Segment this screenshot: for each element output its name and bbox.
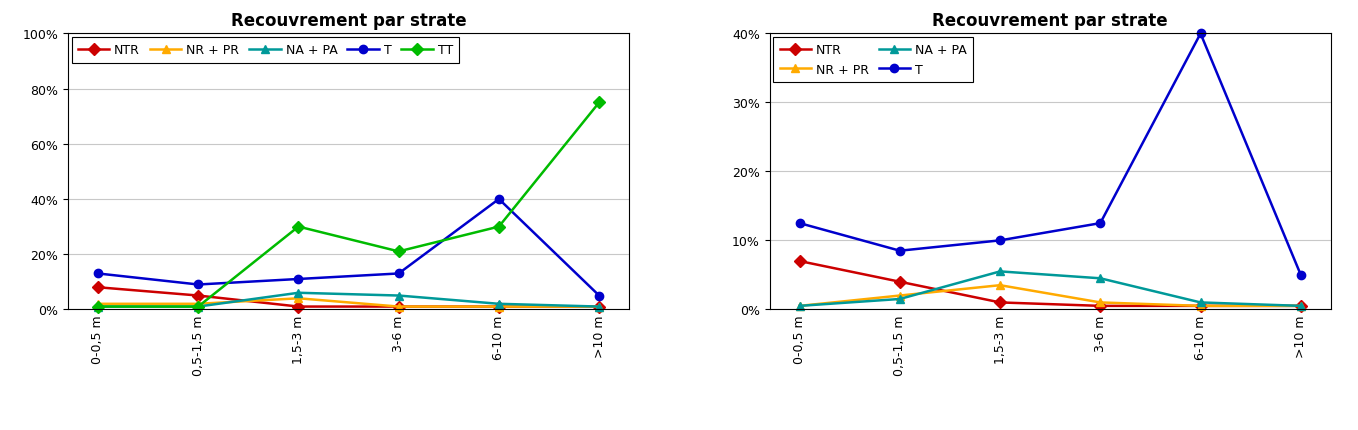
NR + PR bbox=[1092, 300, 1108, 305]
NR + PR bbox=[1293, 304, 1309, 309]
NTR bbox=[991, 300, 1008, 305]
Line: NTR: NTR bbox=[94, 283, 603, 311]
Line: TT: TT bbox=[94, 99, 603, 311]
Line: T: T bbox=[796, 30, 1305, 280]
NA + PA bbox=[991, 269, 1008, 274]
Title: Recouvrement par strate: Recouvrement par strate bbox=[933, 12, 1168, 30]
T bbox=[1192, 32, 1209, 37]
NTR bbox=[1092, 304, 1108, 309]
T bbox=[591, 293, 607, 298]
NR + PR bbox=[291, 296, 307, 301]
T bbox=[490, 197, 507, 202]
T bbox=[1293, 273, 1309, 278]
Line: NR + PR: NR + PR bbox=[796, 281, 1305, 310]
Title: Recouvrement par strate: Recouvrement par strate bbox=[231, 12, 466, 30]
TT bbox=[190, 304, 206, 310]
NR + PR bbox=[991, 283, 1008, 288]
TT bbox=[391, 249, 407, 255]
NA + PA bbox=[190, 304, 206, 310]
Line: NTR: NTR bbox=[796, 257, 1305, 310]
Legend: NTR, NR + PR, NA + PA, T, TT: NTR, NR + PR, NA + PA, T, TT bbox=[72, 38, 459, 64]
NA + PA bbox=[90, 304, 106, 310]
T bbox=[291, 277, 307, 282]
TT bbox=[490, 224, 507, 230]
NTR bbox=[591, 304, 607, 310]
NR + PR bbox=[792, 304, 808, 309]
NR + PR bbox=[190, 301, 206, 307]
NR + PR bbox=[591, 304, 607, 310]
TT bbox=[291, 224, 307, 230]
NTR bbox=[1293, 304, 1309, 309]
NR + PR bbox=[1192, 304, 1209, 309]
NTR bbox=[190, 293, 206, 298]
NTR bbox=[1192, 304, 1209, 309]
Legend: NTR, NR + PR, NA + PA, T: NTR, NR + PR, NA + PA, T bbox=[773, 38, 974, 83]
TT bbox=[90, 304, 106, 310]
NR + PR bbox=[90, 301, 106, 307]
NA + PA bbox=[391, 293, 407, 298]
Line: NA + PA: NA + PA bbox=[94, 289, 603, 311]
NA + PA bbox=[892, 297, 909, 302]
NA + PA bbox=[490, 301, 507, 307]
NTR bbox=[892, 280, 909, 285]
NA + PA bbox=[1092, 276, 1108, 281]
NR + PR bbox=[391, 304, 407, 310]
NTR bbox=[490, 304, 507, 310]
NR + PR bbox=[490, 304, 507, 310]
NR + PR bbox=[892, 293, 909, 298]
NTR bbox=[391, 304, 407, 310]
Line: NR + PR: NR + PR bbox=[94, 295, 603, 311]
T bbox=[1092, 221, 1108, 226]
TT bbox=[591, 101, 607, 106]
Line: NA + PA: NA + PA bbox=[796, 267, 1305, 310]
NA + PA bbox=[1192, 300, 1209, 305]
T bbox=[391, 271, 407, 276]
NA + PA bbox=[591, 304, 607, 310]
T bbox=[991, 238, 1008, 243]
NTR bbox=[291, 304, 307, 310]
NTR bbox=[90, 285, 106, 290]
T bbox=[892, 249, 909, 254]
Line: T: T bbox=[94, 195, 603, 300]
T bbox=[190, 282, 206, 287]
T bbox=[90, 271, 106, 276]
NA + PA bbox=[291, 291, 307, 296]
T bbox=[792, 221, 808, 226]
NA + PA bbox=[1293, 304, 1309, 309]
NA + PA bbox=[792, 304, 808, 309]
NTR bbox=[792, 259, 808, 264]
